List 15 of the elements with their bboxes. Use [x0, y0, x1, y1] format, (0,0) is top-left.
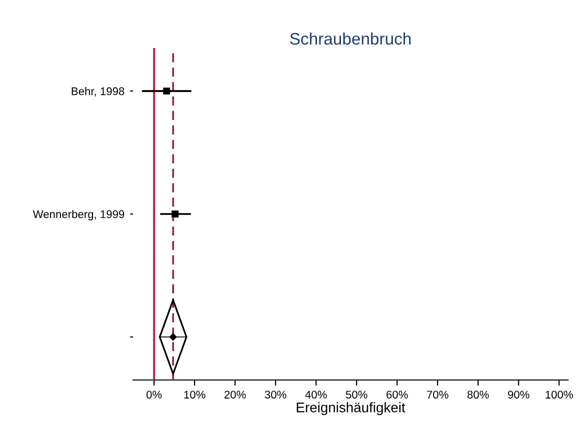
x-tick-label: 40%	[305, 390, 327, 399]
y-tick-label: Wennerberg, 1999	[32, 210, 124, 220]
y-tick-label: Behr, 1998	[72, 87, 124, 96]
x-tick-label: 70%	[427, 390, 448, 399]
x-tick-label: 20%	[224, 390, 246, 399]
x-tick-label: 30%	[264, 390, 286, 399]
x-tick-label: 100%	[546, 390, 573, 399]
x-tick-label: 50%	[346, 390, 368, 399]
x-axis-title: Ereignishäufigkeit	[296, 402, 406, 416]
chart-title: Schraubenbruch	[290, 32, 411, 45]
x-tick-label: 0%	[146, 390, 162, 399]
x-tick-label: 80%	[467, 390, 489, 399]
x-tick-label: 90%	[508, 390, 530, 399]
x-tick-label: 10%	[184, 390, 206, 399]
x-tick-label: 60%	[386, 390, 408, 399]
